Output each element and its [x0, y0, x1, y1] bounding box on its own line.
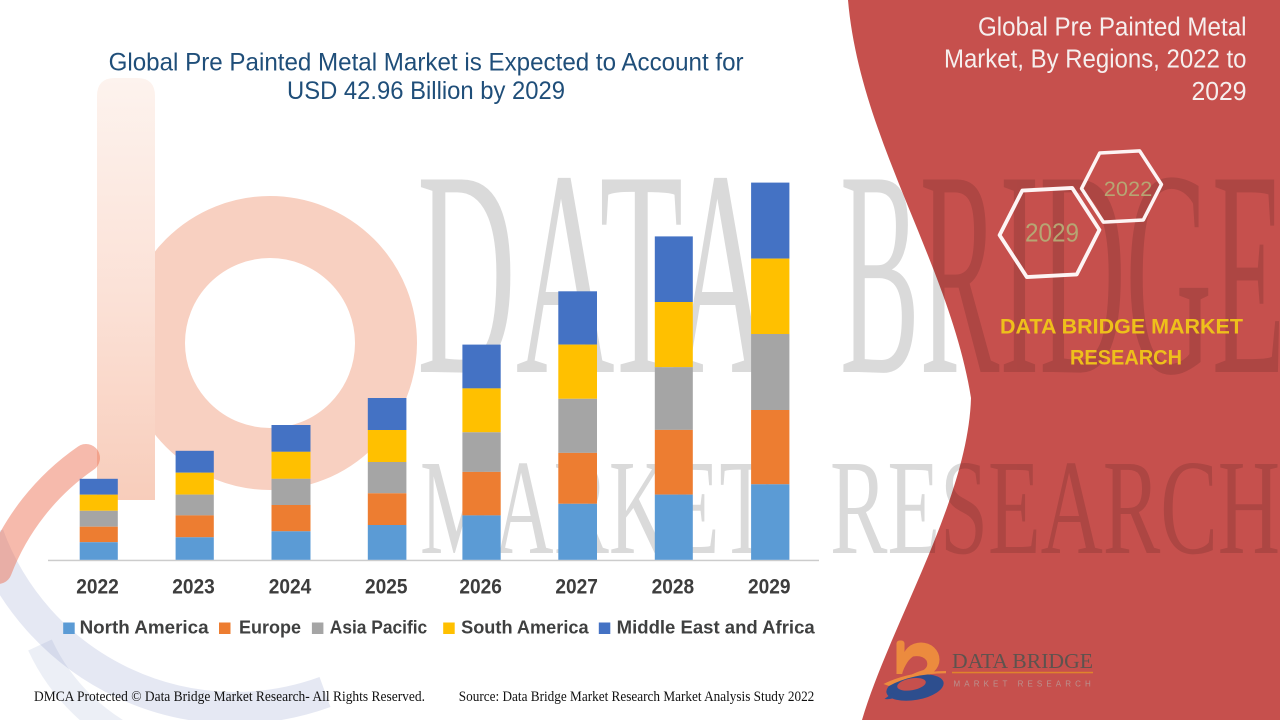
svg-text:2029: 2029: [748, 575, 791, 598]
svg-text:South America: South America: [461, 618, 589, 638]
svg-text:2026: 2026: [459, 575, 502, 598]
svg-text:Source: Data Bridge Market Res: Source: Data Bridge Market Research Mark…: [459, 689, 815, 705]
svg-text:Global Pre Painted Metal: Global Pre Painted Metal: [978, 14, 1247, 42]
svg-text:DATA BRIDGE MARKET: DATA BRIDGE MARKET: [1000, 315, 1243, 339]
svg-text:Asia Pacific: Asia Pacific: [330, 618, 427, 638]
svg-text:Global Pre Painted Metal Marke: Global Pre Painted Metal Market is Expec…: [109, 49, 744, 77]
svg-text:DMCA Protected © Data Bridge M: DMCA Protected © Data Bridge Market Rese…: [34, 689, 425, 705]
svg-text:2024: 2024: [269, 575, 312, 598]
svg-text:2022: 2022: [1104, 178, 1153, 201]
svg-text:Market, By Regions, 2022 to: Market, By Regions, 2022 to: [944, 46, 1247, 74]
svg-text:2027: 2027: [555, 575, 598, 598]
svg-text:2025: 2025: [365, 575, 408, 598]
svg-text:2029: 2029: [1025, 218, 1079, 248]
svg-text:2029: 2029: [1192, 78, 1247, 106]
svg-text:DATA BRIDGE: DATA BRIDGE: [952, 649, 1093, 673]
svg-text:North America: North America: [80, 618, 210, 638]
svg-text:2028: 2028: [652, 575, 695, 598]
svg-text:RESEARCH: RESEARCH: [1070, 346, 1182, 370]
svg-text:MARKET RESEARCH: MARKET RESEARCH: [954, 680, 1095, 689]
svg-text:USD 42.96 Billion by 2029: USD 42.96 Billion by 2029: [287, 77, 565, 105]
svg-text:Middle East and Africa: Middle East and Africa: [617, 618, 816, 638]
svg-text:2023: 2023: [172, 575, 215, 598]
svg-text:2022: 2022: [76, 575, 119, 598]
svg-text:Europe: Europe: [239, 618, 301, 638]
